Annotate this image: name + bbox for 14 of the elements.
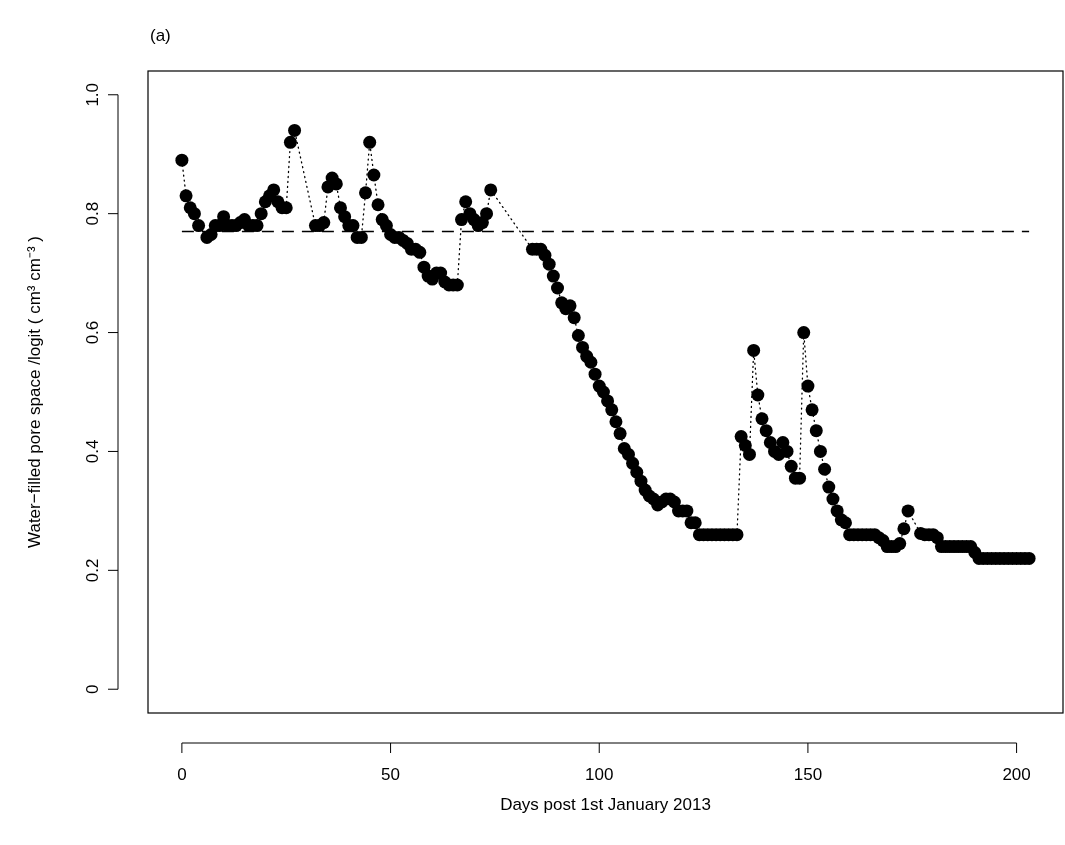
x-tick-label: 150 bbox=[793, 765, 823, 784]
x-axis-title: Days post 1st January 2013 bbox=[500, 795, 711, 814]
y-tick-label: 0.2 bbox=[83, 558, 102, 583]
x-tick-label: 50 bbox=[381, 765, 401, 784]
y-axis-title: Water−filled pore space /logit ( cm³ cm⁻³ ) bbox=[25, 236, 44, 548]
y-tick-label: 0 bbox=[83, 684, 102, 694]
y-tick-label: 0.6 bbox=[83, 320, 102, 345]
y-tick-label: 1.0 bbox=[83, 82, 102, 107]
x-tick-label: 0 bbox=[177, 765, 187, 784]
y-tick-label: 0.8 bbox=[83, 201, 102, 226]
x-tick-label: 100 bbox=[585, 765, 614, 784]
chart-title: (a) bbox=[150, 26, 171, 45]
y-tick-label: 0.4 bbox=[83, 439, 102, 464]
x-tick-label: 200 bbox=[1002, 765, 1031, 784]
